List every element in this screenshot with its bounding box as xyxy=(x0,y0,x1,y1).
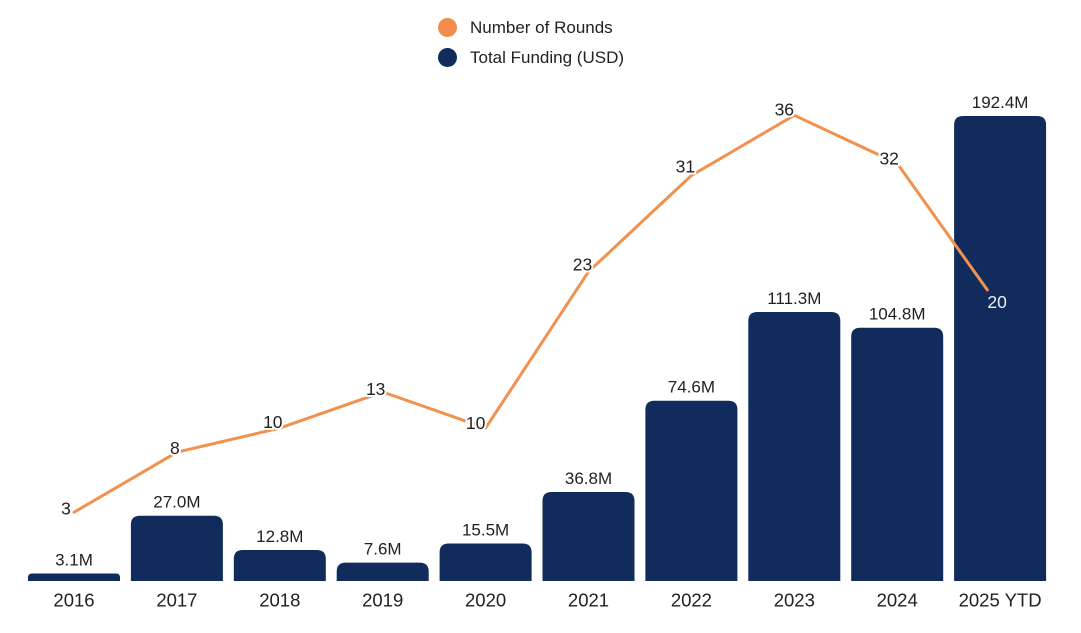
funding-bar-2020[interactable] xyxy=(439,543,532,581)
funding-bar-2018[interactable] xyxy=(233,550,326,581)
x-axis-label-2023: 2023 xyxy=(774,590,815,611)
bar-value-label: 15.5M xyxy=(462,521,509,540)
line-point-label: 3 xyxy=(61,498,71,518)
legend-label-rounds: Number of Rounds xyxy=(470,18,613,37)
x-axis-label-2025 YTD: 2025 YTD xyxy=(959,590,1042,611)
funding-bar-2017[interactable] xyxy=(130,515,223,581)
bar-value-label: 104.8M xyxy=(869,305,926,324)
legend-item-number-of-rounds[interactable]: Number of Rounds xyxy=(438,18,624,37)
funding-bar-2016[interactable] xyxy=(28,573,120,581)
chart-legend: Number of Rounds Total Funding (USD) xyxy=(438,18,624,67)
funding-bar-2025 YTD[interactable] xyxy=(954,115,1047,581)
line-point-label: 8 xyxy=(170,438,180,458)
funding-bar-2023[interactable] xyxy=(748,311,841,581)
x-axis-label-2022: 2022 xyxy=(671,590,712,611)
line-point-label: 10 xyxy=(466,413,486,433)
line-point-label: 10 xyxy=(263,412,283,432)
line-point-label: 31 xyxy=(676,156,695,176)
funding-bar-2022[interactable] xyxy=(645,400,738,581)
bar-value-label: 3.1M xyxy=(55,551,93,570)
line-point-label: 20 xyxy=(987,292,1007,312)
line-point-label: 13 xyxy=(366,379,385,399)
bar-value-label: 7.6M xyxy=(364,540,402,559)
bar-value-label: 27.0M xyxy=(153,493,200,512)
bar-value-label: 192.4M xyxy=(972,93,1029,112)
x-axis-label-2021: 2021 xyxy=(568,590,609,611)
legend-item-total-funding[interactable]: Total Funding (USD) xyxy=(438,48,624,67)
x-axis-label-2018: 2018 xyxy=(259,590,300,611)
bar-value-label: 36.8M xyxy=(565,469,612,488)
line-point-label: 36 xyxy=(775,99,794,119)
legend-swatch-rounds-icon xyxy=(438,18,457,37)
funding-bar-2019[interactable] xyxy=(336,562,429,581)
line-point-label: 23 xyxy=(573,255,592,275)
x-axis-label-2020: 2020 xyxy=(465,590,506,611)
legend-label-funding: Total Funding (USD) xyxy=(470,48,625,67)
line-point-label: 32 xyxy=(879,148,898,168)
bar-value-label: 111.3M xyxy=(767,289,821,308)
bar-value-label: 12.8M xyxy=(256,527,303,546)
x-axis-label-2016: 2016 xyxy=(53,590,94,611)
bar-value-label: 74.6M xyxy=(668,378,715,397)
x-axis-label-2024: 2024 xyxy=(877,590,918,611)
rounds-line[interactable] xyxy=(72,113,989,514)
funding-bar-2021[interactable] xyxy=(542,492,635,581)
funding-bar-2024[interactable] xyxy=(851,327,944,581)
x-axis-label-2017: 2017 xyxy=(156,590,197,611)
legend-swatch-funding-icon xyxy=(438,48,457,67)
x-axis-label-2019: 2019 xyxy=(362,590,403,611)
